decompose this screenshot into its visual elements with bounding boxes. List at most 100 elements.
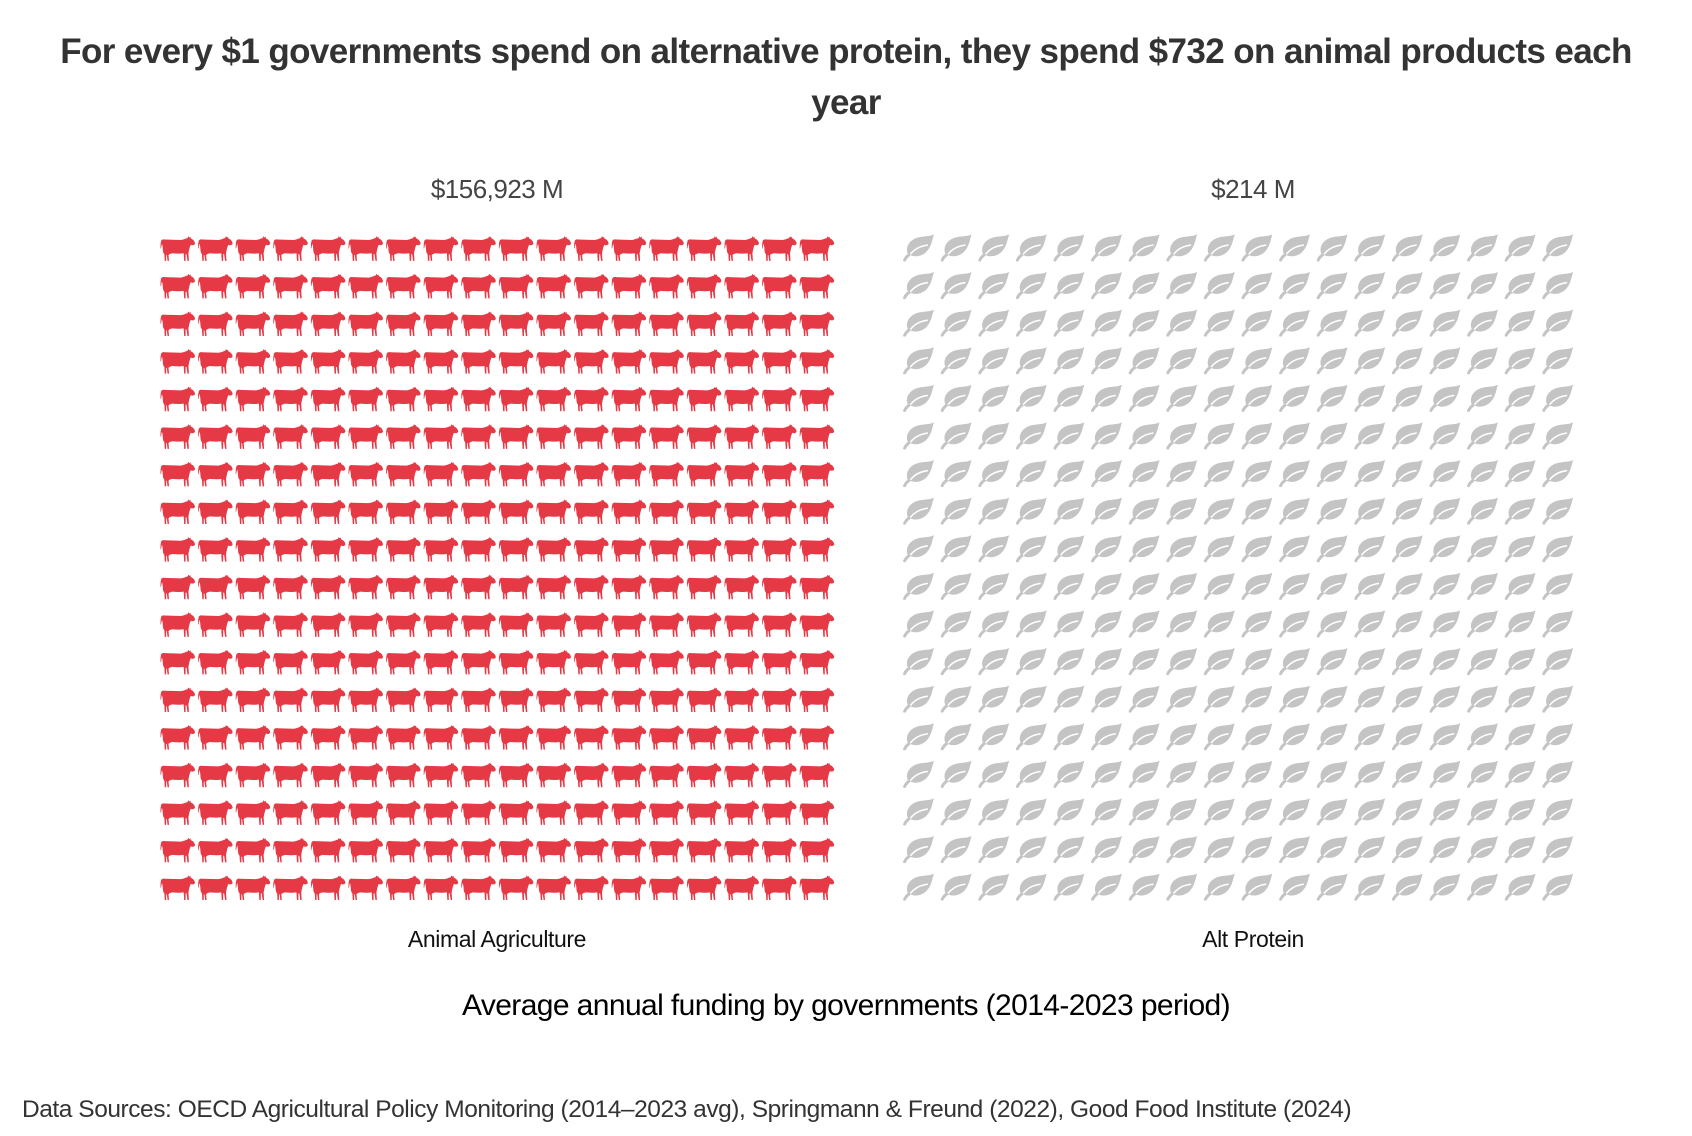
- cow-icon: [348, 612, 384, 637]
- leaf-icon: [1127, 572, 1161, 601]
- leaf-icon: [1353, 835, 1387, 864]
- cow-icon: [273, 348, 308, 374]
- leaf-icon: [1278, 384, 1311, 413]
- cow-icon: [574, 273, 609, 299]
- leaf-icon: [1541, 233, 1575, 263]
- leaf-icon: [1315, 722, 1349, 752]
- cow-icon: [799, 649, 835, 675]
- cow-icon: [686, 649, 722, 675]
- leaf-icon: [1353, 722, 1387, 752]
- leaf-icon: [1315, 760, 1349, 789]
- leaf-icon: [977, 534, 1011, 564]
- leaf-icon: [977, 384, 1011, 413]
- cow-icon: [348, 236, 384, 261]
- cow-icon: [799, 762, 835, 788]
- cow-icon: [649, 687, 684, 713]
- leaf-icon: [1541, 572, 1575, 601]
- leaf-icon: [977, 760, 1011, 789]
- cow-icon: [273, 800, 308, 825]
- cow-icon: [386, 311, 421, 337]
- cow-icon: [611, 386, 647, 412]
- cow-icon: [461, 612, 496, 637]
- cow-icon: [160, 386, 196, 412]
- leaf-icon: [1240, 384, 1274, 413]
- cow-icon: [198, 612, 233, 637]
- cow-icon: [160, 762, 196, 788]
- leaf-icon: [1240, 308, 1274, 338]
- cow-icon: [611, 574, 647, 600]
- leaf-icon: [1390, 271, 1424, 300]
- leaf-icon: [1503, 872, 1537, 902]
- leaf-icon: [1466, 872, 1499, 902]
- leaf-icon: [1315, 835, 1349, 864]
- leaf-icon: [1127, 684, 1161, 714]
- cow-icon: [574, 236, 609, 261]
- leaf-icon: [902, 872, 935, 902]
- cow-icon: [160, 612, 196, 637]
- cow-icon: [724, 724, 760, 750]
- alt-protein-waffle: [902, 233, 1575, 902]
- leaf-icon: [1541, 835, 1575, 864]
- cow-icon: [310, 311, 346, 337]
- leaf-icon: [1090, 760, 1123, 789]
- leaf-icon: [1278, 572, 1311, 601]
- leaf-icon: [1428, 872, 1462, 902]
- leaf-icon: [1014, 609, 1048, 639]
- cow-icon: [498, 236, 534, 261]
- leaf-icon: [1466, 271, 1499, 300]
- cow-icon: [536, 424, 572, 449]
- leaf-icon: [1353, 572, 1387, 601]
- leaf-icon: [1466, 308, 1499, 338]
- cow-icon: [273, 386, 308, 412]
- cow-icon: [498, 800, 534, 825]
- cow-icon: [235, 837, 271, 863]
- cow-icon: [724, 762, 760, 788]
- leaf-icon: [1466, 534, 1499, 564]
- leaf-icon: [939, 647, 973, 676]
- leaf-icon: [1127, 835, 1161, 864]
- leaf-icon: [939, 421, 973, 451]
- leaf-icon: [1014, 308, 1048, 338]
- leaf-icon: [1090, 384, 1123, 413]
- leaf-icon: [1428, 271, 1462, 300]
- cow-icon: [235, 800, 271, 825]
- data-sources-note: Data Sources: OECD Agricultural Policy M…: [22, 1096, 1352, 1123]
- leaf-icon: [1090, 722, 1123, 752]
- leaf-icon: [939, 872, 973, 902]
- cow-icon: [235, 687, 271, 713]
- leaf-icon: [1503, 684, 1537, 714]
- cow-icon: [762, 649, 797, 675]
- cow-icon: [762, 612, 797, 637]
- leaf-icon: [1390, 233, 1424, 263]
- cow-icon: [649, 424, 684, 449]
- cow-icon: [724, 800, 760, 825]
- leaf-icon: [1127, 609, 1161, 639]
- cow-icon: [348, 724, 384, 750]
- cow-icon: [799, 612, 835, 637]
- cow-icon: [423, 424, 459, 449]
- leaf-icon: [1541, 346, 1575, 376]
- leaf-icon: [1278, 797, 1311, 827]
- cow-icon: [724, 461, 760, 487]
- cow-icon: [686, 424, 722, 449]
- cow-icon: [235, 499, 271, 525]
- cow-icon: [386, 687, 421, 713]
- cow-icon: [423, 461, 459, 487]
- cow-icon: [611, 461, 647, 487]
- cow-icon: [611, 536, 647, 562]
- leaf-icon: [1390, 346, 1424, 376]
- leaf-icon: [1052, 572, 1086, 601]
- leaf-icon: [1127, 308, 1161, 338]
- cow-icon: [686, 762, 722, 788]
- cow-icon: [762, 348, 797, 374]
- leaf-icon: [1503, 572, 1537, 601]
- leaf-icon: [939, 684, 973, 714]
- cow-icon: [536, 461, 572, 487]
- cow-icon: [273, 724, 308, 750]
- cow-icon: [762, 424, 797, 449]
- leaf-icon: [1315, 534, 1349, 564]
- leaf-icon: [1541, 384, 1575, 413]
- leaf-icon: [1390, 760, 1424, 789]
- leaf-icon: [1428, 534, 1462, 564]
- cow-icon: [498, 875, 534, 901]
